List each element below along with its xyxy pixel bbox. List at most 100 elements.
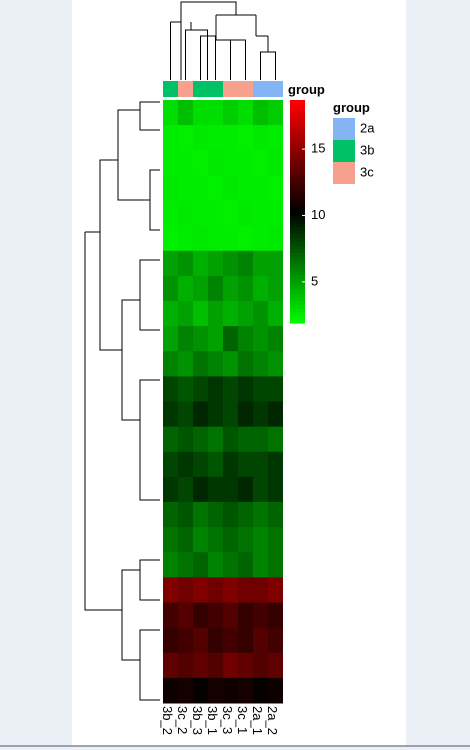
heatmap-cell [268,150,283,176]
heatmap-cell [238,602,253,629]
heatmap-cell [268,602,283,629]
heatmap-cell [178,652,193,679]
colorbar-step [290,308,305,313]
heatmap-cell [178,451,193,478]
heatmap-cell [193,577,208,603]
colorbar-step [290,248,305,253]
heatmap-cell [178,225,193,252]
heatmap-cell [193,552,208,578]
legend-label: 3b [360,142,374,157]
heatmap-cell [268,301,283,327]
heatmap-cell [268,125,283,151]
column-label: 3c_3 [220,706,235,734]
heatmap-cell [238,451,253,478]
heatmap-cell [163,351,178,377]
heatmap-cell [163,401,178,428]
column-label: 2a_2 [265,706,280,735]
heatmap-cell [223,552,238,578]
heatmap-cell [163,250,178,277]
heatmap-cell [238,125,253,151]
heatmap-cell [268,527,283,553]
heatmap-cell [193,426,208,453]
heatmap-cell [208,225,223,252]
heatmap-cell [253,527,268,553]
colorbar-step [290,148,305,153]
colorbar-step [290,133,305,138]
heatmap-cell [238,150,253,176]
heatmap-cell [268,250,283,277]
colorbar-step [290,140,305,146]
heatmap-cell [238,652,253,679]
heatmap-cell [208,527,223,553]
heatmap-cell [208,125,223,151]
heatmap-cell [193,100,208,126]
column-label: 3b_1 [205,706,220,735]
heatmap-cell [208,476,223,503]
heatmap-cell [163,200,178,227]
colorbar-step [290,200,305,205]
heatmap-cell [178,577,193,603]
heatmap-cell [253,552,268,578]
annotation-cell [268,81,283,97]
heatmap-cell [178,602,193,629]
heatmap-cell [178,502,193,528]
heatmap-cell [208,451,223,478]
heatmap-cell [178,426,193,453]
colorbar-step [290,259,305,265]
heatmap-cell [238,376,253,402]
heatmap-cell [253,100,268,126]
colorbar-step [290,270,305,276]
colorbar-step [290,126,305,131]
column-label: 3c_2 [175,706,190,734]
column-label: 3c_1 [235,706,250,734]
colorbar-step [290,114,305,120]
heatmap-cell [223,627,238,654]
heatmap-cell [208,677,223,704]
annotation-name: group [288,82,325,97]
heatmap-cell [193,677,208,704]
heatmap-cell [238,401,253,428]
heatmap-cell [223,401,238,428]
heatmap-cell [268,652,283,679]
heatmap-cell [163,301,178,327]
colorbar-step [290,237,305,242]
colorbar-step [290,122,305,127]
colorbar-step [290,315,305,320]
heatmap-cell [178,326,193,352]
heatmap-cell [208,250,223,277]
colorbar-step [290,178,305,183]
heatmap-cell [163,150,178,176]
heatmap-cell [223,351,238,377]
heatmap-cell [268,552,283,578]
heatmap-cell [178,275,193,302]
colorbar-step [290,170,305,175]
heatmap-cell [208,175,223,201]
heatmap-cell [223,577,238,603]
heatmap-cell [178,125,193,151]
colorbar-step [290,207,305,212]
heatmap-cell [193,401,208,428]
heatmap-cell [238,250,253,277]
heatmap-cell [268,627,283,654]
heatmap-cell [178,301,193,327]
colorbar-step [290,252,305,257]
heatmap-cell [238,627,253,654]
column-dendrogram [170,1,276,80]
colorbar-step [290,233,305,239]
heatmap-cell [223,376,238,402]
colorbar-step [290,319,305,324]
heatmap-cell [223,175,238,201]
heatmap-cell [253,426,268,453]
heatmap-cell [208,426,223,453]
heatmap-cell [163,225,178,252]
heatmap-cell [253,301,268,327]
heatmap-cell [223,602,238,629]
heatmap-cell [253,351,268,377]
heatmap-cell [193,250,208,277]
colorbar-step [290,129,305,134]
heatmap-cell [163,476,178,503]
heatmap-cell [163,426,178,453]
heatmap-cell [163,677,178,704]
heatmap-cell [178,552,193,578]
